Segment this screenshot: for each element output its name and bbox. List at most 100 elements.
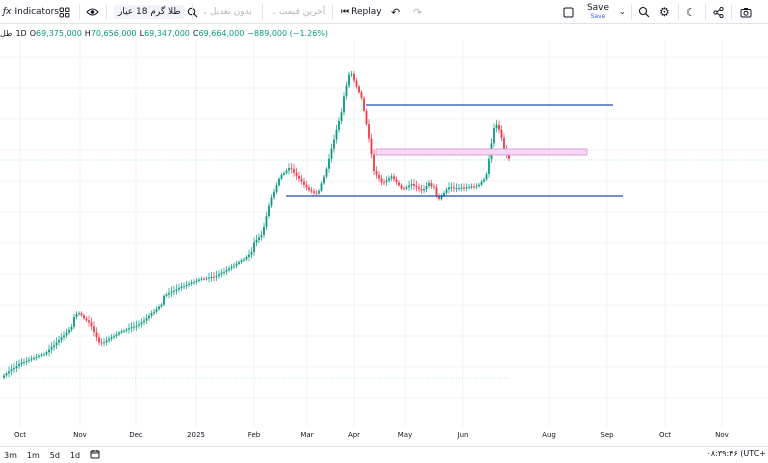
candle-body bbox=[388, 178, 390, 181]
date-range-button[interactable] bbox=[90, 449, 100, 461]
candle-body bbox=[220, 272, 223, 275]
candle-body bbox=[340, 112, 343, 122]
candle-body bbox=[140, 322, 143, 325]
candle-body bbox=[275, 185, 278, 192]
fullscreen-button[interactable] bbox=[563, 0, 574, 24]
share-button[interactable] bbox=[713, 0, 724, 24]
candle-body bbox=[143, 320, 145, 323]
candle-body bbox=[345, 85, 348, 97]
candle-body bbox=[228, 268, 230, 271]
candle-body bbox=[195, 280, 198, 283]
candle-body bbox=[473, 186, 475, 188]
candle-body bbox=[25, 360, 28, 363]
range-5d[interactable]: 5d bbox=[49, 450, 60, 460]
time-axis-tick: Dec bbox=[129, 431, 143, 439]
candle-body bbox=[48, 349, 50, 353]
replay-button[interactable]: ⏮ Replay bbox=[341, 0, 382, 24]
theme-button[interactable]: ☾ bbox=[686, 0, 696, 24]
candle-body bbox=[320, 183, 323, 191]
candle-body bbox=[418, 187, 420, 189]
candle-body bbox=[385, 180, 388, 183]
moon-icon: ☾ bbox=[686, 5, 696, 19]
candle-body bbox=[153, 311, 155, 314]
candle-body bbox=[255, 239, 258, 243]
candle-body bbox=[90, 322, 93, 327]
candle-body bbox=[380, 178, 383, 183]
close-value: 69,664,000 bbox=[198, 28, 245, 38]
adjust-dropdown[interactable]: ⌄ بدون تعدیل bbox=[202, 0, 252, 24]
candle-body bbox=[383, 182, 385, 184]
candle-body bbox=[360, 92, 363, 99]
high-value: 70,656,000 bbox=[90, 28, 137, 38]
timezone-clock[interactable]: ۰۸:۳۹:۴۶ (UTC+ bbox=[706, 449, 766, 458]
candle-body bbox=[250, 252, 253, 255]
candle-body bbox=[273, 191, 275, 198]
settings-button[interactable]: ⚙ bbox=[659, 0, 670, 24]
save-label: Save bbox=[586, 3, 610, 13]
quick-search-button[interactable] bbox=[638, 0, 650, 24]
chevron-down-icon: ⌄ bbox=[271, 7, 277, 16]
price-type-dropdown[interactable]: ⌄ آخرین قیمت bbox=[271, 0, 325, 24]
candle-body bbox=[325, 168, 328, 177]
candle-body bbox=[128, 328, 130, 330]
candle-body bbox=[190, 282, 193, 284]
symbol-name: طلا گرم 18 عیار bbox=[114, 5, 185, 19]
candle-body bbox=[50, 346, 53, 350]
candle-body bbox=[118, 332, 120, 335]
candle-body bbox=[248, 254, 250, 258]
share-icon bbox=[713, 6, 724, 18]
candle-body bbox=[480, 181, 483, 185]
candle-body bbox=[83, 315, 85, 319]
candle-body bbox=[358, 86, 360, 93]
range-3m[interactable]: 3m bbox=[4, 450, 17, 460]
redo-icon: ↷ bbox=[413, 5, 423, 19]
candle-body bbox=[455, 188, 458, 190]
candle-body bbox=[353, 73, 355, 81]
symbol-search[interactable]: طلا گرم 18 عیار bbox=[114, 0, 198, 24]
time-axis-tick: Oct bbox=[13, 431, 27, 439]
price-chart[interactable] bbox=[0, 40, 768, 428]
redo-button[interactable]: ↷ bbox=[413, 0, 422, 24]
candle-body bbox=[378, 174, 380, 179]
candle-body bbox=[365, 110, 368, 125]
snapshot-button[interactable] bbox=[740, 0, 752, 24]
candle-body bbox=[268, 205, 270, 217]
candle-body bbox=[470, 186, 473, 188]
candle-body bbox=[198, 279, 200, 281]
candle-body bbox=[448, 187, 450, 190]
candle-body bbox=[330, 148, 333, 159]
layouts-button[interactable] bbox=[59, 0, 70, 24]
candle-body bbox=[310, 189, 313, 192]
candle-body bbox=[315, 192, 318, 194]
candle-body bbox=[500, 129, 503, 138]
candle-body bbox=[168, 293, 170, 295]
candle-body bbox=[450, 187, 453, 189]
candle-body bbox=[363, 98, 365, 111]
save-menu-button[interactable]: ⌄ bbox=[619, 0, 626, 24]
chart-drawings bbox=[0, 104, 768, 379]
time-axis-tick: Nov bbox=[715, 431, 729, 439]
candle-body bbox=[508, 154, 510, 159]
candlesticks bbox=[3, 70, 510, 380]
indicators-button[interactable]: ƒx Indicators bbox=[3, 0, 59, 24]
top-toolbar: ƒx Indicators طلا گرم 18 عیار ⌄ بدون تعد… bbox=[0, 0, 768, 24]
candle-body bbox=[15, 365, 18, 369]
fx-icon: ƒx bbox=[3, 6, 12, 17]
candle-body bbox=[108, 338, 110, 341]
candle-body bbox=[3, 375, 5, 378]
visibility-button[interactable] bbox=[86, 0, 99, 24]
time-axis-tick: Oct bbox=[658, 431, 672, 439]
time-axis[interactable]: Oct Nov Dec 2025 Feb Mar Apr May Jun Aug Sep Oct Nov bbox=[0, 428, 768, 444]
candle-body bbox=[33, 358, 35, 360]
grid-icon bbox=[59, 7, 70, 17]
save-button[interactable]: Save Save bbox=[584, 0, 612, 24]
calendar-icon bbox=[90, 450, 100, 459]
range-1d[interactable]: 1d bbox=[69, 450, 81, 460]
time-axis-tick: Sep bbox=[600, 431, 614, 439]
undo-button[interactable]: ↶ bbox=[391, 0, 400, 24]
candle-body bbox=[218, 274, 220, 276]
range-1m[interactable]: 1m bbox=[26, 450, 40, 460]
candle-body bbox=[478, 184, 480, 187]
candle-body bbox=[398, 182, 400, 186]
candle-body bbox=[8, 371, 10, 374]
